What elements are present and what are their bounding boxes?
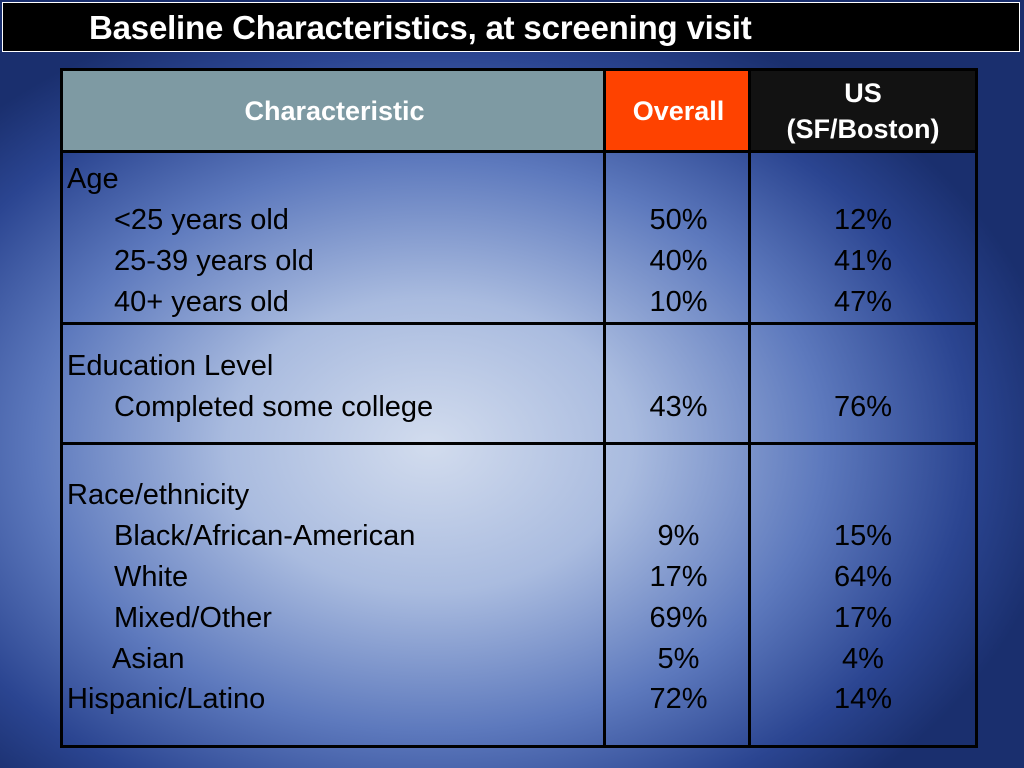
row-us: 14% bbox=[833, 683, 893, 715]
row-label: Mixed/Other bbox=[114, 602, 272, 634]
row-label: Black/African-American bbox=[114, 520, 416, 552]
row-us: 15% bbox=[833, 520, 893, 552]
row-us: 17% bbox=[833, 602, 893, 634]
column-divider bbox=[748, 71, 751, 745]
row-label: 40+ years old bbox=[114, 286, 289, 318]
row-label: Asian bbox=[112, 643, 185, 675]
header-us-line2: (SF/Boston) bbox=[786, 113, 940, 144]
row-us: 12% bbox=[833, 204, 893, 236]
row-overall: 72% bbox=[649, 683, 708, 715]
baseline-table: Characteristic Overall US (SF/Boston) Ag… bbox=[60, 68, 978, 748]
row-us: 4% bbox=[842, 643, 884, 675]
row-divider bbox=[63, 322, 975, 325]
header-overall: Overall bbox=[606, 71, 751, 153]
row-label: <25 years old bbox=[114, 204, 289, 236]
column-divider bbox=[603, 71, 606, 745]
section-label-hispanic: Hispanic/Latino bbox=[67, 683, 266, 715]
row-overall: 17% bbox=[649, 561, 708, 593]
row-overall: 5% bbox=[657, 643, 700, 675]
header-us: US (SF/Boston) bbox=[751, 71, 975, 153]
row-overall: 9% bbox=[657, 520, 700, 552]
slide-title: Baseline Characteristics, at screening v… bbox=[89, 9, 752, 46]
section-label-age: Age bbox=[67, 163, 119, 195]
row-overall: 69% bbox=[649, 602, 708, 634]
title-bar: Baseline Characteristics, at screening v… bbox=[2, 2, 1020, 52]
section-label-education: Education Level bbox=[67, 350, 274, 382]
row-label: Completed some college bbox=[114, 391, 434, 423]
header-characteristic: Characteristic bbox=[63, 71, 606, 153]
row-overall: 43% bbox=[649, 391, 708, 423]
row-us: 41% bbox=[833, 245, 893, 277]
row-us: 64% bbox=[833, 561, 893, 593]
row-overall: 50% bbox=[649, 204, 708, 236]
row-us: 76% bbox=[833, 391, 893, 423]
section-label-race: Race/ethnicity bbox=[67, 479, 250, 511]
row-divider bbox=[63, 442, 975, 445]
row-label: White bbox=[114, 561, 189, 593]
row-overall: 40% bbox=[649, 245, 708, 277]
header-us-line1: US bbox=[844, 77, 882, 108]
row-label: 25-39 years old bbox=[114, 245, 314, 277]
row-us: 47% bbox=[833, 286, 893, 318]
row-overall: 10% bbox=[649, 286, 708, 318]
